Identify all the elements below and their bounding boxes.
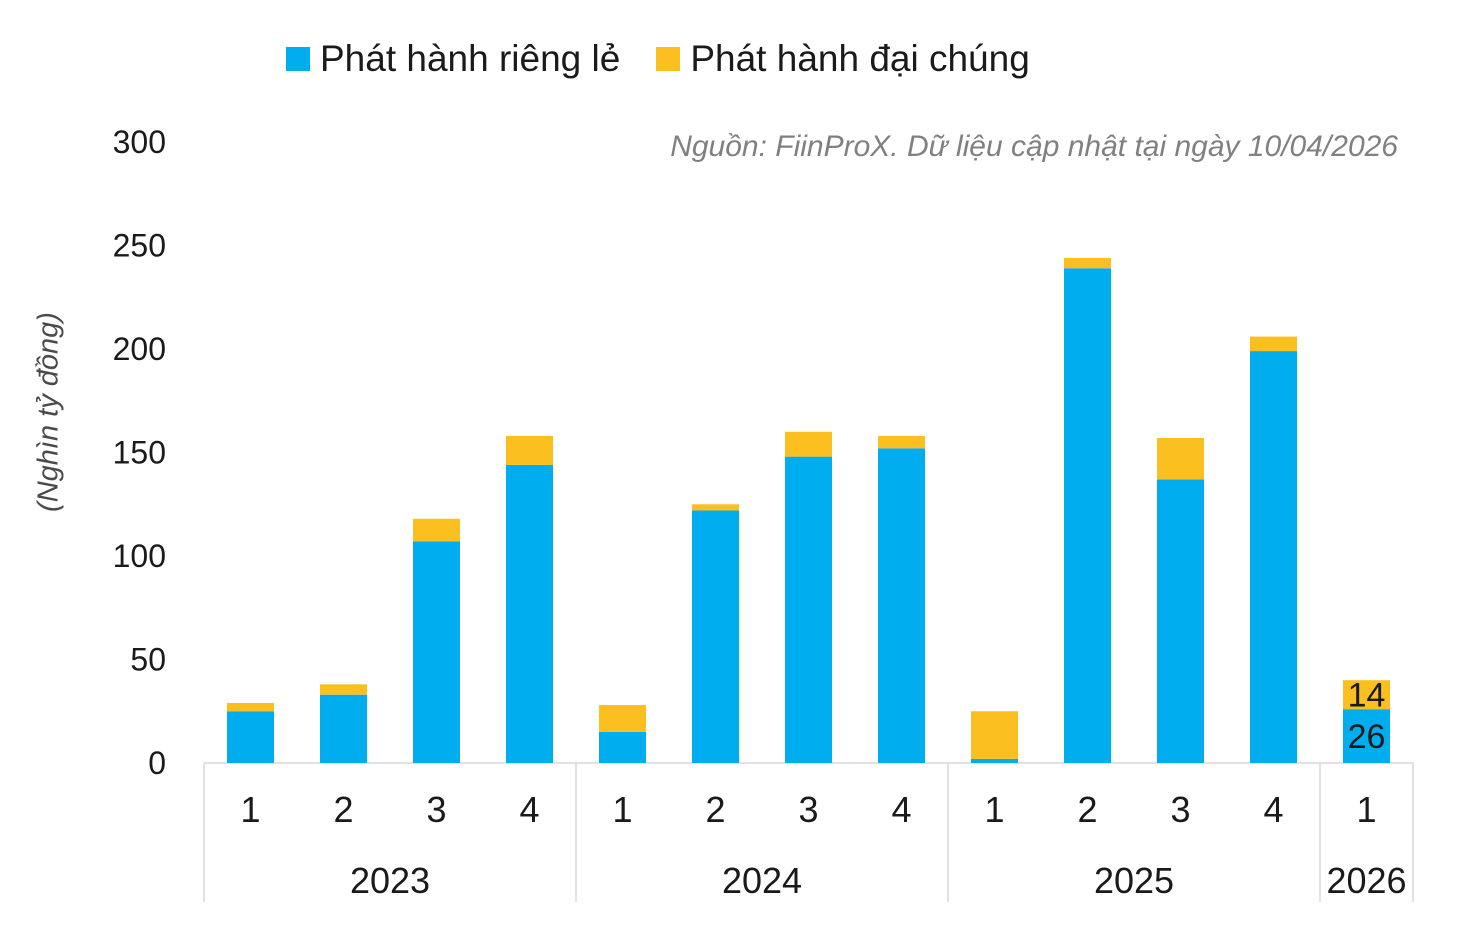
y-tick-label: 200 — [113, 331, 166, 367]
bar-private — [971, 758, 1018, 763]
x-tick-label: 3 — [426, 789, 446, 830]
bar-private — [692, 510, 739, 763]
bar-private — [320, 694, 367, 763]
x-tick-label: 1 — [1356, 789, 1376, 830]
x-tick-label: 4 — [891, 789, 911, 830]
bar-private — [227, 711, 274, 763]
x-tick-label: 1 — [240, 789, 260, 830]
legend-swatch-private — [286, 47, 310, 71]
y-tick-label: 100 — [113, 538, 166, 574]
bar-public — [971, 711, 1018, 759]
bar-public — [1250, 336, 1297, 352]
x-tick-label: 1 — [612, 789, 632, 830]
legend: Phát hành riêng lẻ Phát hành đại chúng — [286, 38, 1066, 80]
bar-public — [599, 705, 646, 732]
bar-public — [692, 504, 739, 511]
bar-private — [599, 731, 646, 763]
data-label: 14 — [1348, 677, 1386, 715]
bar-private — [1064, 268, 1111, 763]
bar-private — [785, 456, 832, 763]
y-tick-label: 50 — [130, 642, 166, 678]
bar-private — [878, 448, 925, 763]
bar-private — [1343, 709, 1390, 763]
x-group-label: 2025 — [1094, 860, 1174, 901]
x-tick-label: 4 — [519, 789, 539, 830]
y-tick-label: 150 — [113, 435, 166, 471]
legend-label-public: Phát hành đại chúng — [690, 38, 1030, 79]
x-tick-label: 3 — [798, 789, 818, 830]
bar-public — [320, 684, 367, 695]
x-tick-label: 2 — [1077, 789, 1097, 830]
bar-public — [227, 702, 274, 712]
x-group-label: 2024 — [722, 860, 802, 901]
x-tick-label: 2 — [333, 789, 353, 830]
legend-swatch-public — [656, 47, 681, 71]
legend-item-private: Phát hành riêng lẻ — [286, 38, 620, 80]
legend-item-public: Phát hành đại chúng — [656, 38, 1030, 80]
y-tick-label: 250 — [113, 228, 166, 264]
source-note: Nguồn: FiinProX. Dữ liệu cập nhật tại ng… — [670, 130, 1398, 163]
x-group-label: 2023 — [350, 860, 430, 901]
bar-public — [1064, 257, 1111, 269]
bar-private — [1157, 479, 1204, 763]
bar-public — [1343, 680, 1390, 710]
x-tick-label: 1 — [984, 789, 1004, 830]
x-tick-label: 4 — [1263, 789, 1283, 830]
bar-private — [506, 464, 553, 763]
bar-public — [1157, 438, 1204, 480]
bar-public — [506, 435, 553, 465]
bar-public — [785, 431, 832, 457]
bar-private — [413, 541, 460, 763]
x-group-label: 2026 — [1326, 860, 1406, 901]
x-tick-label: 2 — [705, 789, 725, 830]
data-label: 26 — [1348, 718, 1386, 756]
bar-public — [878, 435, 925, 449]
y-tick-label: 0 — [148, 745, 166, 781]
y-tick-label: 300 — [113, 124, 166, 160]
legend-label-private: Phát hành riêng lẻ — [320, 38, 621, 79]
bar-private — [1250, 351, 1297, 763]
x-tick-label: 3 — [1170, 789, 1190, 830]
bar-public — [413, 518, 460, 542]
